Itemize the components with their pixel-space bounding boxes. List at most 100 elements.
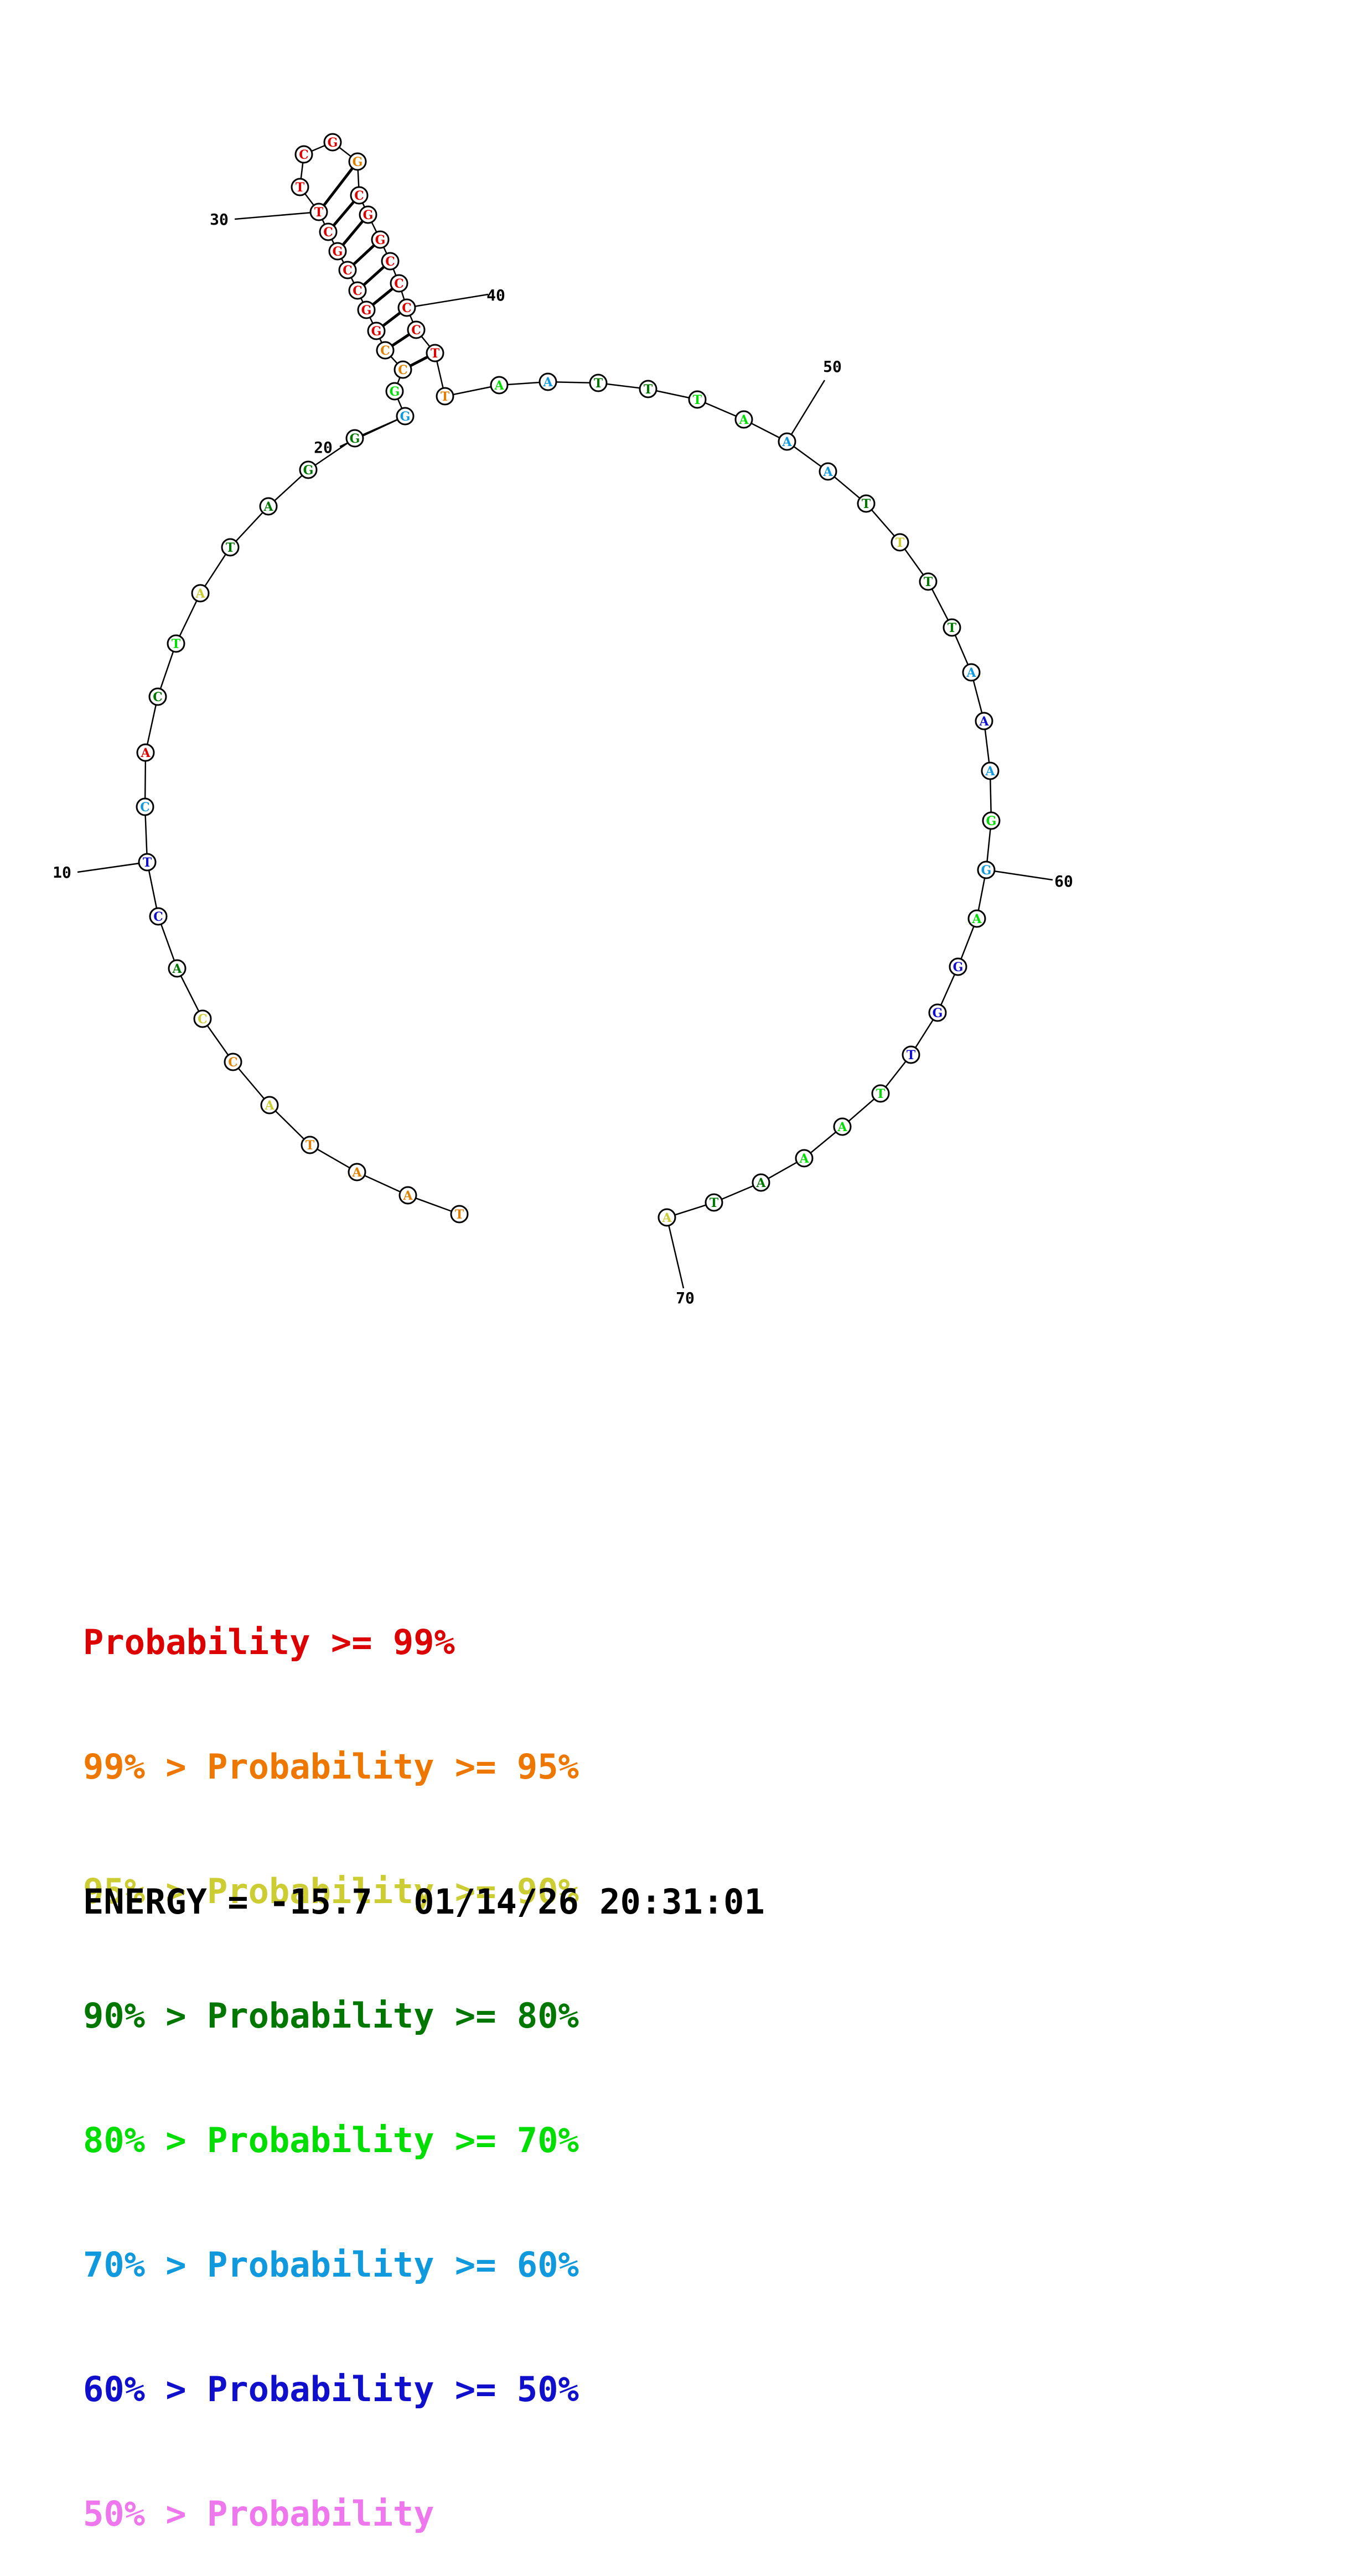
nucleotide-letter: A — [402, 1189, 413, 1203]
nucleotide: C — [136, 797, 154, 816]
nucleotide-letter: A — [172, 962, 182, 976]
nucleotide-circle — [221, 538, 240, 557]
nucleotide: T — [426, 344, 444, 362]
nucleotide-letter: C — [228, 1055, 238, 1070]
nucleotide: A — [657, 1208, 676, 1227]
nucleotide-circle — [191, 584, 210, 603]
nucleotide: G — [328, 242, 347, 261]
nucleotide-circle — [967, 909, 986, 928]
nucleotide: A — [348, 1163, 366, 1181]
nucleotide-circle — [323, 133, 342, 152]
nucleotide-circle — [193, 1009, 212, 1028]
nucleotide-letter: T — [924, 575, 933, 589]
nucleotide: T — [890, 533, 909, 552]
position-label: 30 — [210, 210, 229, 229]
nucleotide-circle — [919, 572, 938, 591]
nucleotide-letter: A — [140, 746, 151, 760]
nucleotide-letter: C — [140, 800, 150, 815]
nucleotide-circle — [348, 281, 367, 300]
nucleotide-circle — [639, 380, 657, 398]
nucleotide-circle — [778, 432, 796, 451]
nucleotide-letter: C — [299, 148, 309, 162]
nucleotide: A — [981, 761, 1000, 780]
legend-label: Probability >= 90% — [206, 1871, 579, 1911]
nucleotide-letter: G — [371, 324, 382, 339]
nucleotide-letter: A — [966, 666, 976, 680]
nucleotide-circle — [299, 460, 318, 479]
nucleotide-letter: G — [353, 155, 363, 169]
nucleotide: A — [975, 712, 993, 730]
nucleotide: G — [357, 300, 376, 319]
nucleotide-letter: C — [411, 323, 421, 338]
nucleotide: T — [943, 618, 961, 637]
position-label: 10 — [53, 863, 71, 882]
date-stamp: 01/14/26 — [413, 1882, 579, 1922]
footer-spacer — [579, 1882, 599, 1922]
nucleotide: C — [294, 145, 313, 164]
nucleotide: G — [323, 133, 342, 152]
nucleotide-letter: C — [153, 690, 163, 704]
nucleotide-circle — [167, 634, 185, 653]
nucleotide: A — [398, 1186, 417, 1205]
position-ticks: 10 20 30 40 50 60 70 — [53, 210, 1073, 1307]
position-tick — [406, 293, 489, 309]
nucleotide: G — [982, 811, 1001, 830]
nucleotide-letter: C — [398, 363, 408, 377]
nucleotide: C — [224, 1053, 242, 1071]
nucleotide: C — [350, 186, 369, 205]
nucleotide-letter: T — [455, 1207, 464, 1222]
nucleotide: G — [928, 1003, 947, 1022]
nucleotide-letter: A — [971, 912, 982, 926]
nucleotide: G — [977, 861, 996, 879]
energy-value: -15.7 — [268, 1882, 372, 1922]
nucleotide-circle — [350, 186, 369, 205]
nucleotide-letter: A — [837, 1120, 847, 1134]
legend-label: Probability >= 70% — [206, 2120, 579, 2160]
nucleotide-circle — [345, 429, 364, 448]
nucleotide-circle — [688, 390, 707, 409]
backbone-line — [144, 141, 992, 1219]
nucleotide-letter: C — [323, 225, 333, 240]
nucleotide: T — [589, 374, 608, 392]
nucleotide-circle — [291, 178, 309, 196]
nucleotide: T — [688, 390, 707, 409]
nucleotide: T — [436, 387, 454, 406]
nucleotide: C — [348, 281, 367, 300]
nucleotide-letter: G — [986, 814, 997, 828]
nucleotide-letter: T — [693, 393, 702, 407]
nucleotide-letter: A — [263, 500, 273, 514]
legend-prefix: 50% > — [83, 2494, 207, 2534]
nucleotide-letter: G — [303, 463, 314, 478]
nucleotide-circle — [338, 261, 357, 279]
nucleotides: TAATACCACTCACTATAGGGGCCGGCCGCTTCGGCGGCCC… — [136, 133, 1001, 1227]
nucleotide-letter: A — [351, 1165, 362, 1180]
nucleotide-letter: G — [363, 208, 374, 222]
nucleotide-circle — [148, 687, 167, 706]
nucleotide-circle — [390, 274, 408, 293]
nucleotide-letter: T — [948, 621, 957, 635]
nucleotide-letter: T — [907, 1048, 916, 1062]
nucleotide: A — [962, 663, 981, 682]
legend-prefix: 80% > — [83, 2120, 207, 2160]
nucleotide-letter: T — [594, 376, 603, 391]
nucleotide-circle — [589, 374, 608, 392]
nucleotide-circle — [705, 1193, 723, 1212]
nucleotide: C — [394, 360, 412, 379]
nucleotide-circle — [539, 372, 557, 391]
legend-row: 80% > Probability >= 70% — [83, 2119, 579, 2161]
nucleotide-letter: T — [441, 390, 450, 404]
nucleotide: T — [291, 178, 309, 196]
nucleotide-letter: C — [153, 910, 163, 924]
nucleotide: C — [338, 261, 357, 279]
nucleotide-circle — [301, 1136, 319, 1154]
nucleotide-circle — [981, 761, 1000, 780]
nucleotide: A — [752, 1173, 770, 1192]
nucleotide-circle — [385, 382, 404, 401]
nucleotide-circle — [752, 1173, 770, 1192]
nucleotide: A — [734, 410, 753, 429]
nucleotide-circle — [397, 298, 416, 317]
nucleotide-letter: A — [738, 413, 749, 427]
nucleotide: T — [919, 572, 938, 591]
legend-label: Probability >= 95% — [206, 1746, 579, 1787]
nucleotide-letter: T — [314, 205, 324, 220]
